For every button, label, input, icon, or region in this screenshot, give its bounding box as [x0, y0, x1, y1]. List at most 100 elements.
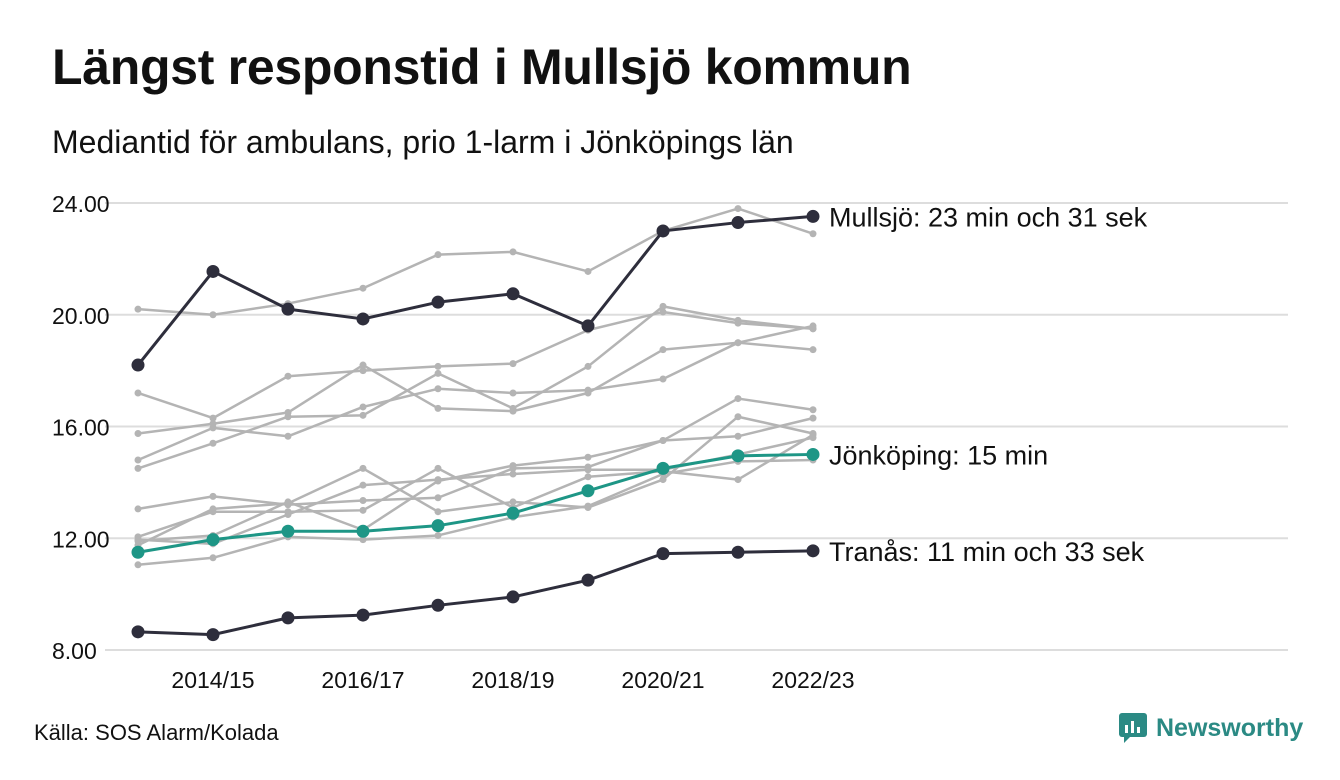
series-point-j-nk-ping [581, 484, 595, 498]
background-series-point [809, 346, 817, 354]
background-series-line [137, 433, 814, 539]
series-point-tran-s [506, 590, 520, 604]
background-series-point [584, 502, 592, 510]
background-series-point [134, 505, 142, 513]
background-series-point [359, 464, 367, 472]
background-series-point [584, 267, 592, 275]
background-series-line [137, 305, 814, 470]
series-point-j-nk-ping [356, 524, 370, 538]
background-series-point [359, 403, 367, 411]
series-point-j-nk-ping [656, 461, 670, 475]
background-series-point [209, 554, 217, 562]
background-series-point [809, 322, 817, 330]
grid-layer: 8.00 12.00 16.00 20.00 24.00 2014/15 2016/17 20… [52, 191, 1288, 693]
background-series-point [659, 346, 667, 354]
series-point-j-nk-ping [281, 524, 295, 538]
chart-title: Längst responstid i Mullsjö kommun [52, 39, 912, 95]
series-point-tran-s [131, 625, 145, 639]
series-point-mullsj- [731, 216, 745, 230]
series-point-tran-s [431, 598, 445, 612]
background-series-line [137, 310, 814, 420]
series-line-j-nk-ping [137, 452, 814, 554]
background-series-line [137, 341, 814, 462]
background-series-point [584, 473, 592, 481]
background-series-line [137, 415, 814, 547]
background-series-line [137, 324, 814, 435]
background-series-point [734, 476, 742, 484]
background-series-point [359, 411, 367, 419]
background-series-point [509, 498, 517, 506]
background-series-point [509, 462, 517, 470]
series-point-mullsj- [806, 209, 820, 223]
background-series-point [434, 464, 442, 472]
series-point-mullsj- [656, 224, 670, 238]
background-series-point [809, 406, 817, 414]
y-tick-label: 16.00 [52, 415, 110, 441]
background-series-point [809, 230, 817, 238]
background-series-point [284, 432, 292, 440]
series-point-mullsj- [131, 358, 145, 372]
background-series-point [284, 409, 292, 417]
background-series-point [659, 436, 667, 444]
x-tick-label: 2016/17 [321, 667, 404, 693]
background-series-point [134, 429, 142, 437]
background-series-point [509, 389, 517, 397]
background-series-point [434, 385, 442, 393]
background-series-point [209, 505, 217, 513]
background-series-point [434, 531, 442, 539]
background-series-point [509, 248, 517, 256]
background-series-line [137, 458, 814, 567]
y-tick-label: 20.00 [52, 303, 110, 329]
series-point-j-nk-ping [806, 447, 820, 461]
y-tick-label: 12.00 [52, 526, 110, 552]
background-series-point [359, 506, 367, 514]
background-series-point [209, 492, 217, 500]
background-series-point [509, 360, 517, 368]
background-series-point [359, 367, 367, 375]
series-point-mullsj- [281, 302, 295, 316]
series-point-mullsj- [356, 312, 370, 326]
background-series-point [659, 476, 667, 484]
series-line-tran-s [137, 549, 814, 637]
x-tick-label: 2020/21 [621, 667, 704, 693]
series-point-tran-s [656, 547, 670, 561]
background-series-point [434, 508, 442, 516]
x-tick-label: 2014/15 [171, 667, 254, 693]
background-series-point [434, 476, 442, 484]
background-series-point [134, 456, 142, 464]
background-series-point [134, 536, 142, 544]
background-series-line [137, 416, 814, 543]
series-point-j-nk-ping [731, 449, 745, 463]
series-point-tran-s [356, 608, 370, 622]
background-series-point [734, 395, 742, 403]
background-series-point [434, 494, 442, 502]
background-series-point [809, 414, 817, 422]
background-series-point [284, 511, 292, 519]
background-series-point [359, 284, 367, 292]
background-series-point [584, 466, 592, 474]
x-tick-label: 2022/23 [771, 667, 854, 693]
background-series-point [209, 439, 217, 447]
series-point-j-nk-ping [131, 545, 145, 559]
series-point-tran-s [581, 573, 595, 587]
background-series-point [134, 305, 142, 313]
series-point-mullsj- [506, 287, 520, 301]
brand-name: Newsworthy [1156, 713, 1304, 742]
background-series-point [584, 389, 592, 397]
background-series-point [584, 362, 592, 370]
series-label-layer: Mullsjö: 23 min och 31 sek Jönköping: 15 … [829, 202, 1148, 566]
newsworthy-logo[interactable]: Newsworthy [1118, 712, 1303, 744]
background-series-point [509, 407, 517, 415]
series-point-tran-s [206, 628, 220, 642]
background-series-point [734, 413, 742, 421]
series-point-mullsj- [581, 319, 595, 333]
series-point-mullsj- [431, 295, 445, 309]
background-series-point [434, 251, 442, 259]
background-series-point [359, 361, 367, 369]
x-tick-label: 2018/19 [471, 667, 554, 693]
series-point-tran-s [806, 544, 820, 558]
background-series-point [584, 453, 592, 461]
series-point-j-nk-ping [431, 519, 445, 533]
background-series-point [434, 369, 442, 377]
